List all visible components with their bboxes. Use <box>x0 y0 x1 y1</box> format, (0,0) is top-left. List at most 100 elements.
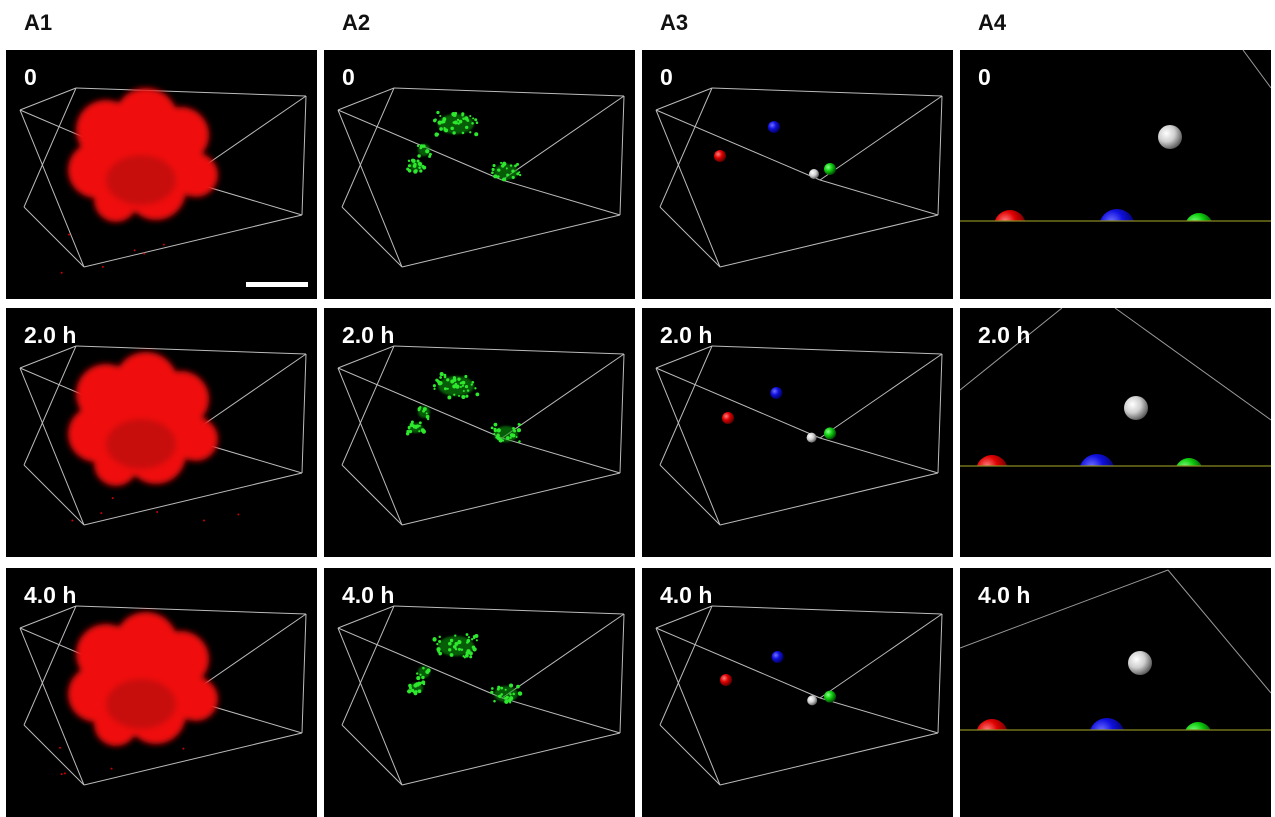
green-speck <box>452 131 455 134</box>
green-speck <box>437 650 440 653</box>
green-speck <box>422 410 425 413</box>
green-speck <box>458 640 460 642</box>
sphere <box>1158 125 1182 149</box>
speck <box>237 514 239 516</box>
time-label: 4.0 h <box>660 582 712 609</box>
green-speck <box>494 423 498 427</box>
green-speck <box>444 387 447 390</box>
box-edge <box>76 606 306 614</box>
green-speck <box>491 687 494 690</box>
green-speck <box>418 162 422 166</box>
box-edge <box>302 354 306 473</box>
green-speck <box>469 131 471 133</box>
green-speck <box>494 429 497 432</box>
frame-line <box>1168 570 1271 693</box>
green-speck <box>512 176 515 179</box>
speck <box>134 249 136 251</box>
green-speck <box>464 375 467 378</box>
sphere <box>976 455 1008 487</box>
green-speck <box>448 642 452 646</box>
green-speck <box>506 436 510 440</box>
green-speck <box>408 427 411 430</box>
figure: {"columns": ["A1", "A2", "A3", "A4"], "r… <box>0 0 1275 816</box>
time-label: 2.0 h <box>660 322 712 349</box>
green-speck <box>465 126 468 129</box>
green-speck <box>461 395 465 399</box>
box-edge <box>620 614 624 733</box>
sphere <box>1099 209 1135 245</box>
column-label: A3 <box>660 10 688 36</box>
green-speck <box>419 421 422 424</box>
green-speck <box>447 395 451 399</box>
green-speck <box>504 697 507 700</box>
column-label: A4 <box>978 10 1006 36</box>
green-speck <box>516 172 519 175</box>
green-speck <box>433 384 436 387</box>
green-speck <box>450 639 453 642</box>
green-speck <box>439 115 441 117</box>
green-speck <box>439 127 443 131</box>
green-speck <box>465 395 468 398</box>
box-edge <box>712 88 942 96</box>
box-edge <box>502 96 624 180</box>
green-speck <box>467 389 469 391</box>
green-speck <box>407 690 409 692</box>
box-edge <box>820 614 942 698</box>
green-speck <box>416 672 418 674</box>
scene <box>20 346 306 525</box>
sphere <box>720 674 732 686</box>
green-speck <box>413 683 417 687</box>
time-label: 0 <box>342 64 355 91</box>
green-speck <box>493 433 495 435</box>
box-edge <box>394 346 624 354</box>
green-speck <box>426 412 428 414</box>
box-edge <box>820 354 942 438</box>
green-speck <box>408 164 411 167</box>
box-edge <box>820 96 942 180</box>
green-speck <box>471 383 473 385</box>
green-speck <box>438 640 441 643</box>
rendering <box>6 50 317 299</box>
box-edge <box>502 180 620 215</box>
green-speck <box>450 653 454 657</box>
box-edge <box>938 354 942 473</box>
scene <box>656 606 942 785</box>
box-edge <box>394 88 624 96</box>
box-edge <box>502 614 624 698</box>
scene <box>960 50 1271 245</box>
green-speck <box>504 700 508 704</box>
green-speck <box>410 423 414 427</box>
green-speck <box>406 432 409 435</box>
green-speck <box>464 116 468 120</box>
frame-line <box>1243 50 1271 88</box>
speck <box>61 773 63 775</box>
green-speck <box>471 122 474 125</box>
green-speck <box>419 146 422 149</box>
sphere <box>1089 718 1125 754</box>
green-speck <box>497 175 500 178</box>
box-edge <box>402 215 620 267</box>
green-speck <box>501 164 505 168</box>
green-speck <box>474 387 476 389</box>
green-speck <box>413 170 417 174</box>
box-edge <box>660 725 720 785</box>
green-speck <box>498 695 500 697</box>
green-speck <box>432 637 436 641</box>
box-edge <box>720 215 938 267</box>
spheres <box>976 454 1203 490</box>
green-speck <box>469 115 471 117</box>
box-edge <box>660 207 720 267</box>
green-speck <box>422 144 426 148</box>
box-edge <box>402 473 620 525</box>
green-speck <box>475 392 479 396</box>
green-speck <box>491 171 494 174</box>
speck <box>111 768 113 770</box>
time-label: 2.0 h <box>342 322 394 349</box>
green-speck <box>517 428 521 432</box>
green-speck <box>508 699 511 702</box>
time-label: 4.0 h <box>24 582 76 609</box>
sphere <box>770 387 782 399</box>
green-speck <box>491 427 494 430</box>
green-speck <box>459 120 463 124</box>
box-edge <box>720 473 938 525</box>
